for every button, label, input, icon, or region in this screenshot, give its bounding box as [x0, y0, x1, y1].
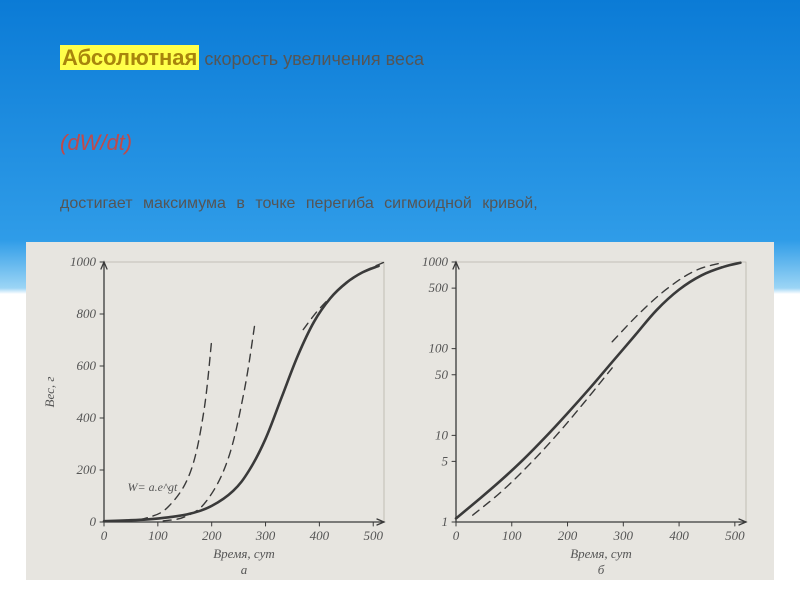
title-highlight: Абсолютная: [60, 45, 199, 70]
svg-text:0: 0: [90, 514, 97, 529]
svg-text:400: 400: [310, 528, 330, 543]
svg-text:600: 600: [77, 358, 97, 373]
svg-text:200: 200: [558, 528, 578, 543]
svg-text:200: 200: [77, 462, 97, 477]
charts-svg: 010020030040050002004006008001000Время, …: [26, 242, 774, 580]
svg-text:б: б: [598, 562, 605, 577]
svg-text:Время, сут: Время, сут: [570, 546, 632, 561]
title-rest: скорость увеличения веса: [199, 49, 424, 69]
svg-text:300: 300: [613, 528, 634, 543]
svg-text:400: 400: [669, 528, 689, 543]
svg-text:5: 5: [442, 453, 449, 468]
svg-text:1: 1: [442, 514, 449, 529]
svg-text:W= a.e^gt: W= a.e^gt: [128, 480, 178, 494]
slide-title: Абсолютная скорость увеличения веса: [60, 45, 760, 71]
svg-text:Вес, г: Вес, г: [42, 377, 57, 408]
svg-text:500: 500: [363, 528, 383, 543]
chart-area: 010020030040050002004006008001000Время, …: [26, 242, 774, 580]
svg-text:0: 0: [101, 528, 108, 543]
svg-text:1000: 1000: [70, 254, 97, 269]
svg-text:а: а: [241, 562, 248, 577]
svg-text:50: 50: [435, 367, 449, 382]
subtitle: достигает максимума в точке перегиба сиг…: [60, 195, 760, 213]
svg-text:Время, сут: Время, сут: [213, 546, 275, 561]
svg-text:0: 0: [453, 528, 460, 543]
svg-text:300: 300: [255, 528, 276, 543]
svg-text:500: 500: [725, 528, 745, 543]
svg-text:100: 100: [502, 528, 522, 543]
svg-text:1000: 1000: [422, 254, 449, 269]
svg-text:500: 500: [429, 280, 449, 295]
svg-text:200: 200: [202, 528, 222, 543]
svg-text:10: 10: [435, 427, 449, 442]
formula: (dW/dt): [60, 130, 132, 156]
svg-text:100: 100: [148, 528, 168, 543]
svg-text:400: 400: [77, 410, 97, 425]
svg-text:100: 100: [429, 341, 449, 356]
svg-text:800: 800: [77, 306, 97, 321]
